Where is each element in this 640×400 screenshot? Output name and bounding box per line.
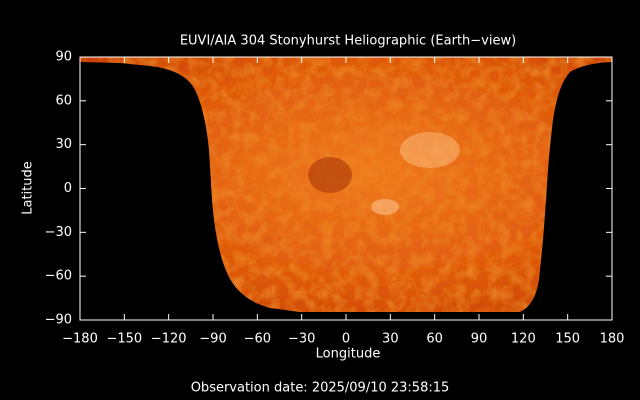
x-tick-label: −180 <box>62 332 98 347</box>
x-tick-label: 90 <box>471 332 488 347</box>
x-tick-label: 150 <box>555 332 580 347</box>
y-tick-label: 60 <box>55 93 72 108</box>
dark-region <box>308 157 352 193</box>
x-axis-label: Longitude <box>316 347 381 362</box>
x-tick-label: 180 <box>600 332 625 347</box>
x-tick-label: −120 <box>151 332 187 347</box>
x-tick-label: 120 <box>511 332 536 347</box>
x-tick-label: 30 <box>382 332 399 347</box>
y-tick-label: 0 <box>64 181 72 196</box>
x-tick-label: −60 <box>244 332 271 347</box>
chart-title: EUVI/AIA 304 Stonyhurst Heliographic (Ea… <box>180 34 516 49</box>
x-tick-label: −90 <box>199 332 226 347</box>
x-tick-label: 60 <box>426 332 443 347</box>
y-tick-label: −90 <box>45 313 72 328</box>
bright-region <box>400 132 460 168</box>
x-tick-label: −30 <box>288 332 315 347</box>
observation-date: Observation date: 2025/09/10 23:58:15 <box>191 381 450 396</box>
y-tick-label: 30 <box>55 137 72 152</box>
y-tick-label: −30 <box>45 225 72 240</box>
bright-region <box>371 199 399 215</box>
y-tick-label: 90 <box>55 50 72 65</box>
heliographic-map <box>80 57 612 312</box>
y-axis-label: Latitude <box>21 161 36 215</box>
x-tick-label: 0 <box>342 332 350 347</box>
y-tick-label: −60 <box>45 269 72 284</box>
x-tick-label: −150 <box>106 332 142 347</box>
